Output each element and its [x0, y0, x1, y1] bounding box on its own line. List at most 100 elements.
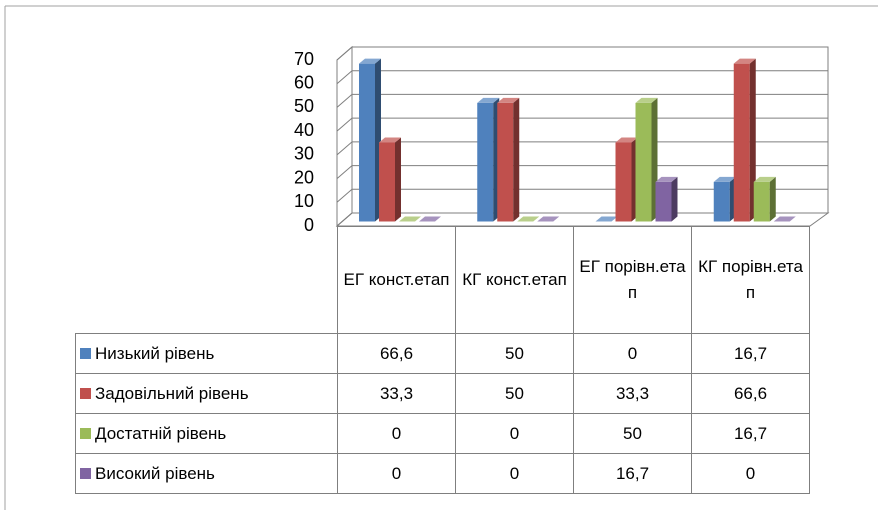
y-tick-label: 60	[294, 72, 314, 92]
bar-front	[359, 63, 375, 222]
bar	[635, 97, 658, 222]
legend-entry: Високий рівень	[75, 453, 338, 494]
bar-front	[713, 181, 730, 222]
table-row: Задовільний рівень 33,3 50 33,3 66,6	[75, 373, 810, 414]
y-tick-label: 0	[304, 215, 314, 235]
bar-front	[615, 142, 632, 222]
data-table: ЕГ конст.етап КГ конст.етап ЕГ порівн.етап…	[75, 226, 810, 494]
side-wall	[336, 45, 353, 228]
y-tick-label: 40	[294, 120, 314, 140]
y-tick-label: 10	[294, 191, 314, 211]
grid-line	[336, 165, 353, 179]
bar	[537, 216, 560, 222]
grid-line	[336, 117, 353, 132]
data-label: 66,6	[691, 373, 810, 414]
bar-top	[595, 216, 618, 222]
bar	[595, 216, 618, 222]
bar-front	[753, 181, 770, 222]
bar-front	[497, 102, 514, 222]
grid-line	[336, 188, 353, 203]
bar-top	[733, 58, 756, 64]
bar	[517, 216, 540, 222]
table-row: Низький рівень 66,6 50 0 16,7	[75, 333, 810, 374]
data-label: 16,7	[691, 413, 810, 454]
bar-side	[671, 176, 678, 222]
y-tick-label: 30	[294, 144, 314, 164]
legend-key	[80, 467, 91, 479]
bar-top	[359, 58, 381, 64]
bar-side	[513, 97, 520, 222]
bar	[379, 137, 401, 222]
bar-top	[713, 176, 736, 182]
data-label: 50	[455, 333, 574, 374]
grid-line	[336, 70, 353, 85]
bar	[359, 58, 381, 222]
legend-label: Високий рівень	[95, 463, 215, 483]
data-label: 0	[691, 453, 810, 494]
bar-top	[497, 97, 520, 103]
bar-front	[655, 181, 672, 222]
bar-side	[749, 58, 756, 222]
data-label: 16,7	[573, 453, 692, 494]
data-label: 0	[573, 333, 692, 374]
legend-label: Задовільний рівень	[95, 383, 249, 403]
bar-top	[399, 216, 421, 222]
bar-top	[517, 216, 540, 222]
bar	[477, 97, 500, 222]
data-label: 0	[337, 413, 456, 454]
grid-line	[336, 141, 353, 156]
data-label: 33,3	[573, 373, 692, 414]
legend-entry: Низький рівень	[75, 333, 338, 374]
bar	[733, 58, 756, 222]
bar-top	[379, 137, 401, 143]
legend-label: Достатній рівень	[95, 423, 227, 443]
data-label: 66,6	[337, 333, 456, 374]
grid-line	[336, 94, 353, 108]
x-tick-label: КГ порівн.етап	[691, 226, 810, 334]
data-label: 0	[337, 453, 456, 494]
bar-top	[615, 137, 638, 143]
bar	[655, 176, 678, 222]
bar-top	[753, 176, 776, 182]
bar	[713, 176, 736, 222]
bar	[753, 176, 776, 222]
legend-key	[80, 427, 91, 439]
legend-label: Низький рівень	[95, 343, 215, 363]
data-label: 50	[455, 373, 574, 414]
table-row: Достатній рівень 0 0 50 16,7	[75, 413, 810, 454]
data-label: 0	[455, 453, 574, 494]
data-label: 50	[573, 413, 692, 454]
grid-line	[336, 212, 353, 227]
bar-side	[769, 176, 776, 222]
bar	[615, 137, 638, 222]
data-label: 33,3	[337, 373, 456, 414]
bar	[419, 216, 441, 222]
x-tick-label: ЕГ порівн.етап	[573, 226, 692, 334]
grid-line	[336, 46, 353, 61]
bar	[773, 216, 796, 222]
legend-key	[80, 387, 91, 399]
table-corner	[76, 227, 338, 334]
y-tick-label: 50	[294, 96, 314, 116]
bar-front	[477, 102, 494, 222]
y-tick-label: 20	[294, 167, 314, 187]
bar-top	[537, 216, 560, 222]
bar-side	[395, 137, 401, 222]
bar-front	[733, 63, 750, 222]
legend-key	[80, 347, 91, 359]
bar	[497, 97, 520, 222]
table-row: ЕГ конст.етап КГ конст.етап ЕГ порівн.етап…	[76, 226, 810, 334]
data-label: 0	[455, 413, 574, 454]
table-row: Високий рівень 0 0 16,7 0	[75, 453, 810, 494]
x-tick-label: КГ конст.етап	[455, 226, 574, 334]
bar-front	[635, 102, 652, 222]
y-tick-label: 70	[294, 49, 314, 69]
bar-top	[635, 97, 658, 103]
legend-entry: Задовільний рівень	[75, 373, 338, 414]
bar	[399, 216, 421, 222]
bar-top	[773, 216, 796, 222]
data-label: 16,7	[691, 333, 810, 374]
bar-front	[379, 142, 395, 222]
